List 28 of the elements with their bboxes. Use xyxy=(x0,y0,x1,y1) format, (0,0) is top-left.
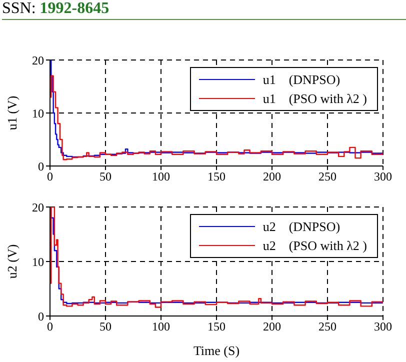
x-tick-label: 300 xyxy=(374,320,392,334)
y-tick-label: 10 xyxy=(32,254,44,269)
y-tick-label: 0 xyxy=(38,159,44,174)
x-tick-label: 150 xyxy=(208,170,226,184)
legend-label: u2 (DNPSO) xyxy=(262,218,340,236)
x-tick-label: 0 xyxy=(47,170,53,184)
y-axis-title: u1 (V) xyxy=(4,96,20,130)
x-tick-label: 200 xyxy=(263,170,281,184)
text: SSN: 1992-8645 xyxy=(2,0,110,17)
x-tick-label: 50 xyxy=(100,170,112,184)
x-tick-label: 300 xyxy=(374,170,392,184)
y-tick-label: 10 xyxy=(32,106,44,120)
y-axis-title: u2 (V) xyxy=(4,244,20,279)
x-tick-label: 50 xyxy=(100,320,112,334)
x-tick-label: 0 xyxy=(47,320,53,334)
x-tick-label: 150 xyxy=(208,320,226,334)
y-tick-label: 20 xyxy=(32,200,44,214)
y-tick-label: 0 xyxy=(38,309,44,324)
y-tick-label: 20 xyxy=(32,53,44,68)
x-axis-title: Time (S) xyxy=(193,343,240,358)
x-tick-label: 250 xyxy=(318,320,336,334)
legend-label: u2 (PSO with λ2 ) xyxy=(262,237,367,255)
legend-label: u1 (DNPSO) xyxy=(262,71,340,89)
x-tick-label: 250 xyxy=(318,170,336,184)
legend-label: u1 (PSO with λ2 ) xyxy=(262,90,367,108)
x-tick-label: 200 xyxy=(263,320,281,334)
x-tick-label: 100 xyxy=(152,170,170,184)
x-tick-label: 100 xyxy=(152,320,170,334)
